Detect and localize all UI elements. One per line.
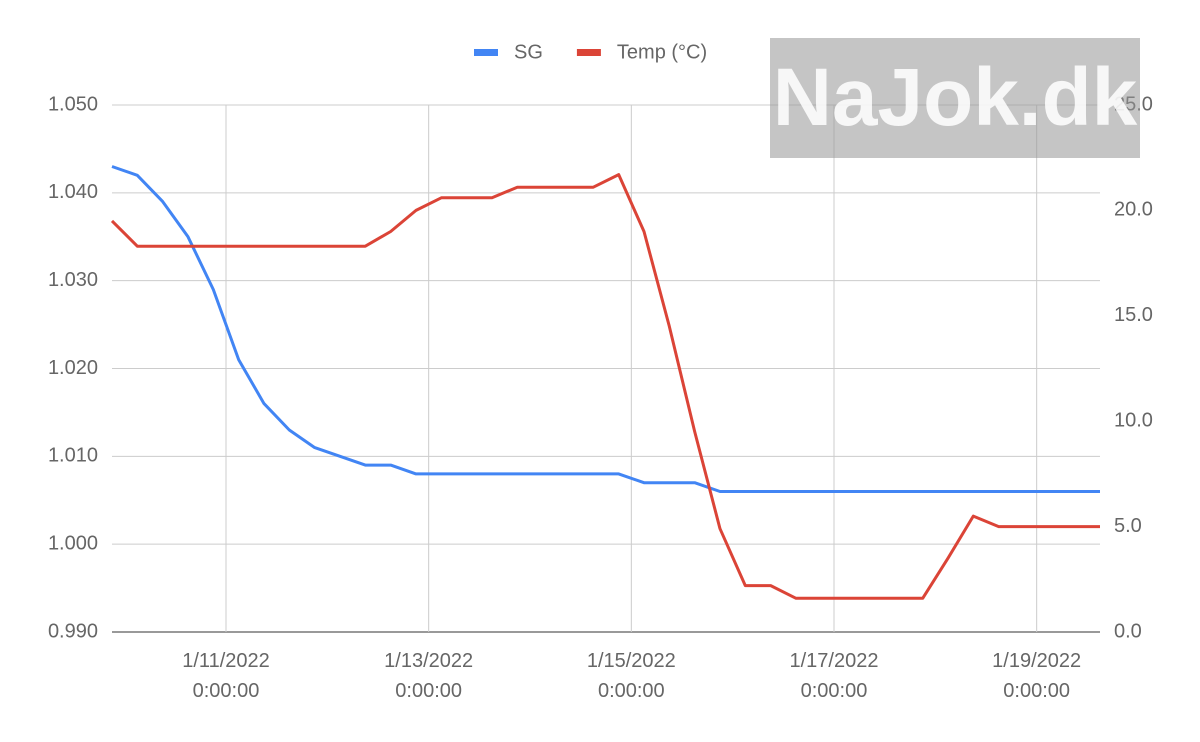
y2-tick-label: 0.0 xyxy=(1114,620,1142,642)
y2-tick-label: 5.0 xyxy=(1114,515,1142,537)
legend-label: SG xyxy=(514,41,543,63)
y-tick-label: 0.990 xyxy=(48,620,98,642)
y2-tick-label: 10.0 xyxy=(1114,409,1153,431)
x-tick-label: 1/15/2022 0:00:00 xyxy=(586,650,676,702)
x-tick-label: 1/19/2022 0:00:00 xyxy=(992,650,1082,702)
x-tick-label: 1/17/2022 0:00:00 xyxy=(789,650,879,702)
legend-swatch xyxy=(576,49,601,56)
y-tick-label: 1.000 xyxy=(48,532,98,554)
y2-tick-label: 15.0 xyxy=(1114,304,1153,326)
legend-swatch xyxy=(474,49,498,56)
watermark: NaJok.dk xyxy=(770,38,1140,158)
data-line xyxy=(110,173,1100,600)
y-tick-label: 1.010 xyxy=(48,445,98,467)
y-tick-label: 1.050 xyxy=(48,93,98,115)
y-tick-label: 1.030 xyxy=(48,269,98,291)
x-tick-label: 1/11/2022 0:00:00 xyxy=(182,650,270,702)
y2-tick-label: 20.0 xyxy=(1114,199,1153,221)
y-tick-label: 1.020 xyxy=(48,357,98,379)
legend-label: Temp (°C) xyxy=(617,41,707,63)
y-tick-label: 1.040 xyxy=(48,181,98,203)
x-tick-label: 1/13/2022 0:00:00 xyxy=(384,650,474,702)
data-line xyxy=(111,165,1100,493)
